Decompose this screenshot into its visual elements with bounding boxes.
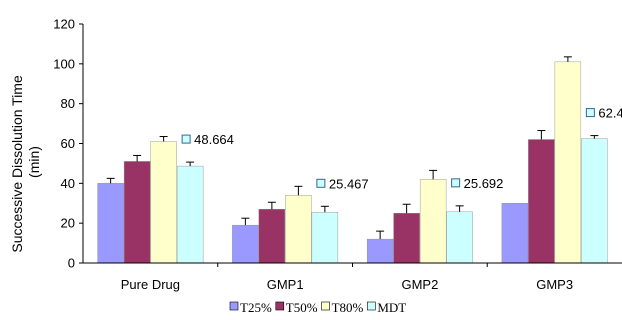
bar-t50pct bbox=[528, 139, 555, 264]
y-tick-label: 40 bbox=[61, 176, 75, 191]
y-tick-label: 80 bbox=[61, 96, 75, 111]
legend-label: T80% bbox=[332, 300, 364, 315]
data-label: 48.664 bbox=[194, 132, 234, 147]
data-label-marker bbox=[181, 134, 191, 144]
bar-mdt bbox=[176, 165, 204, 264]
data-label-marker bbox=[316, 178, 326, 188]
legend-swatch bbox=[275, 301, 285, 311]
legend-label: MDT bbox=[377, 300, 406, 315]
x-tick-label: GMP2 bbox=[401, 277, 438, 292]
bar-mdt bbox=[446, 211, 473, 264]
bar-t80pct bbox=[554, 61, 582, 264]
bar-t25pct bbox=[232, 224, 259, 264]
x-axis-ticks: Pure Drug GMP1 GMP2 GMP3 bbox=[121, 263, 573, 292]
y-tick-label: 20 bbox=[61, 216, 75, 231]
bar-t80pct bbox=[419, 179, 447, 264]
bar-t50pct bbox=[123, 161, 151, 264]
y-tick-label: 60 bbox=[61, 136, 75, 151]
bar-t25pct bbox=[366, 238, 394, 264]
legend-swatch bbox=[321, 301, 330, 311]
data-label: 25.467 bbox=[329, 176, 369, 191]
bar-t25pct bbox=[501, 203, 529, 264]
bars bbox=[97, 61, 608, 264]
bar-t80pct bbox=[150, 141, 177, 264]
legend-swatch bbox=[229, 301, 239, 311]
bar-t50pct bbox=[258, 209, 286, 264]
y-tick-label: 120 bbox=[53, 17, 75, 32]
legend-label: T50% bbox=[286, 300, 318, 315]
bar-t25pct bbox=[97, 183, 124, 264]
data-label-marker bbox=[585, 108, 595, 118]
legend: T25% T50% T80% MDT bbox=[229, 300, 406, 315]
bar-mdt bbox=[311, 212, 339, 264]
y-axis-label-line2: (min) bbox=[26, 146, 42, 178]
data-label-marker bbox=[451, 178, 461, 188]
x-tick-label: GMP3 bbox=[536, 277, 573, 292]
data-label: 62.469 bbox=[598, 106, 622, 121]
legend-label: T25% bbox=[240, 300, 272, 315]
y-axis-label-line1: Successive Dissolution Time bbox=[9, 75, 25, 253]
y-tick-label: 100 bbox=[53, 56, 75, 71]
y-axis-label: Successive Dissolution Time (min) bbox=[9, 71, 42, 252]
x-tick-label: Pure Drug bbox=[121, 277, 180, 292]
legend-swatch bbox=[367, 301, 376, 311]
data-labels: 48.664 25.467 25.692 62.469 bbox=[181, 106, 622, 191]
bar-t50pct bbox=[393, 213, 420, 264]
y-tick-label: 0 bbox=[68, 256, 75, 271]
y-axis-ticks: 0 20 40 60 80 100 120 bbox=[53, 17, 83, 271]
bar-t80pct bbox=[285, 195, 312, 264]
x-tick-label: GMP1 bbox=[267, 277, 304, 292]
bar-mdt bbox=[581, 138, 608, 264]
data-label: 25.692 bbox=[464, 176, 504, 191]
error-bars bbox=[106, 56, 599, 240]
